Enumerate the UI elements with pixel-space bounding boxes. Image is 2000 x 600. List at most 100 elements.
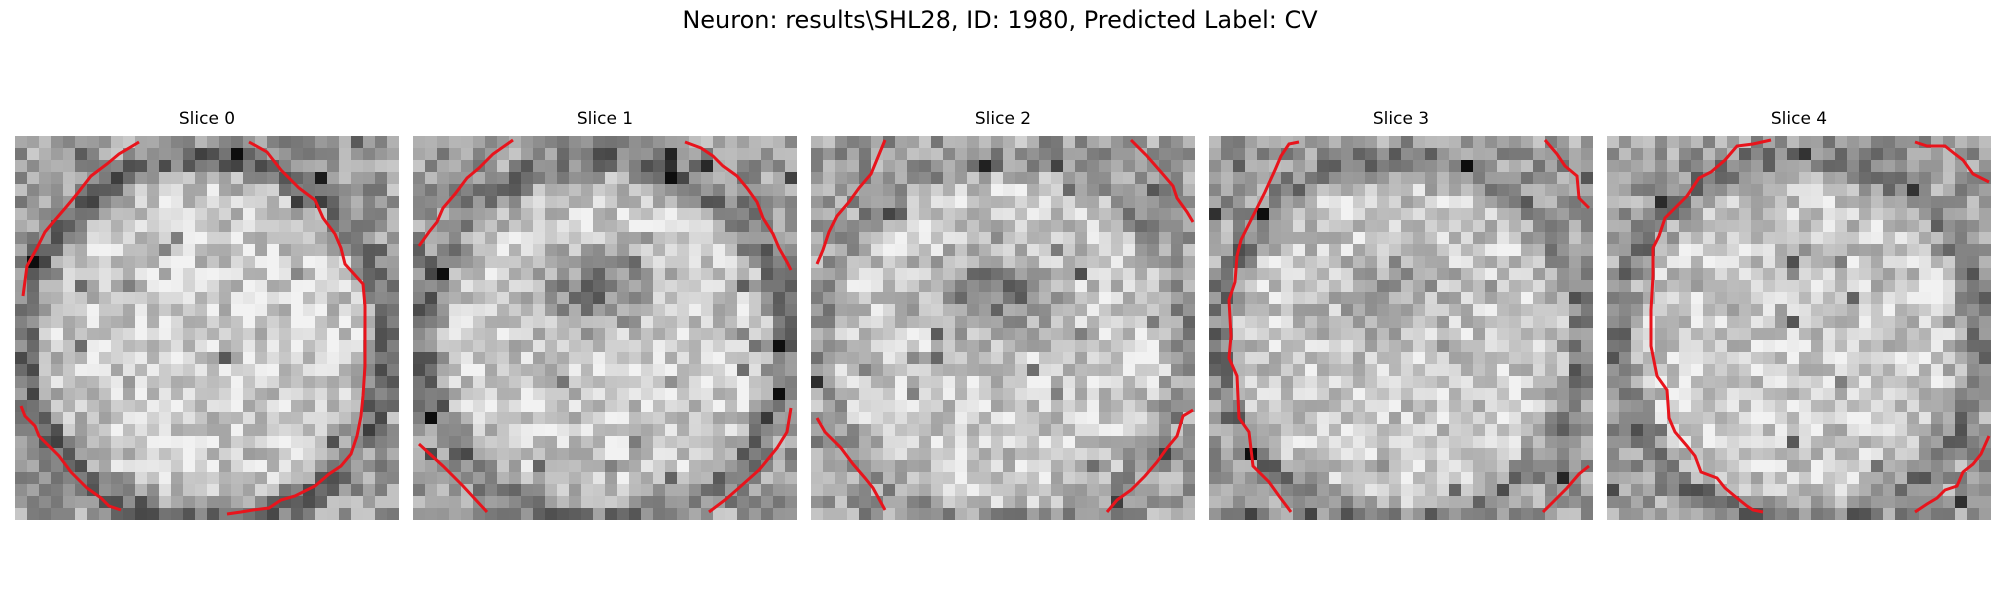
pixel — [737, 508, 750, 520]
pixel — [1581, 484, 1593, 497]
pixel — [1269, 496, 1282, 509]
pixel — [1509, 448, 1522, 461]
pixel — [895, 160, 908, 173]
pixel — [1679, 160, 1692, 173]
pixel — [1135, 484, 1148, 497]
pixel — [159, 472, 172, 485]
pixel — [979, 376, 992, 389]
pixel — [1473, 292, 1486, 305]
pixel — [339, 340, 352, 353]
pixel — [461, 412, 474, 425]
pixel — [979, 460, 992, 473]
pixel — [931, 148, 944, 161]
pixel — [1679, 268, 1692, 281]
pixel — [1691, 328, 1704, 341]
pixel — [1473, 412, 1486, 425]
pixel — [653, 424, 666, 437]
pixel — [267, 244, 280, 257]
pixel — [641, 496, 654, 509]
pixel — [533, 376, 546, 389]
pixel — [991, 292, 1004, 305]
pixel — [1715, 172, 1728, 185]
pixel — [1727, 172, 1740, 185]
pixel — [1497, 292, 1510, 305]
pixel — [1847, 400, 1860, 413]
pixel — [1943, 268, 1956, 281]
pixel — [1425, 136, 1438, 149]
pixel — [219, 232, 232, 245]
pixel — [437, 388, 450, 401]
pixel — [1967, 448, 1980, 461]
pixel — [871, 220, 884, 233]
pixel — [425, 496, 438, 509]
pixel — [713, 400, 726, 413]
pixel — [1871, 364, 1884, 377]
pixel — [991, 232, 1004, 245]
pixel — [51, 484, 64, 497]
pixel — [1329, 460, 1342, 473]
pixel — [1619, 244, 1632, 257]
pixel — [1655, 184, 1668, 197]
pixel — [1655, 364, 1668, 377]
pixel — [303, 424, 316, 437]
pixel — [1329, 160, 1342, 173]
pixel — [1631, 340, 1644, 353]
pixel — [773, 352, 786, 365]
pixel — [425, 352, 438, 365]
pixel — [1051, 268, 1064, 281]
pixel — [1183, 316, 1195, 329]
pixel — [1931, 280, 1944, 293]
pixel — [1341, 280, 1354, 293]
pixel — [1245, 388, 1258, 401]
pixel — [919, 352, 932, 365]
pixel — [1787, 304, 1800, 317]
pixel — [871, 196, 884, 209]
pixel — [1931, 292, 1944, 305]
pixel — [871, 280, 884, 293]
pixel — [425, 376, 438, 389]
pixel — [1569, 364, 1582, 377]
pixel — [1413, 160, 1426, 173]
pixel — [1401, 352, 1414, 365]
pixel — [737, 448, 750, 461]
pixel — [375, 280, 388, 293]
pixel — [1655, 352, 1668, 365]
pixel — [785, 136, 797, 149]
pixel — [823, 388, 836, 401]
pixel — [1871, 232, 1884, 245]
pixel — [1497, 172, 1510, 185]
pixel — [1039, 184, 1052, 197]
pixel — [219, 364, 232, 377]
pixel — [1907, 436, 1920, 449]
pixel — [1209, 352, 1222, 365]
pixel — [1895, 280, 1908, 293]
pixel — [895, 484, 908, 497]
pixel — [811, 400, 824, 413]
pixel — [1389, 460, 1402, 473]
pixel — [123, 232, 136, 245]
pixel — [1739, 376, 1752, 389]
pixel — [63, 304, 76, 317]
pixel — [1147, 472, 1160, 485]
pixel — [1329, 340, 1342, 353]
pixel — [725, 244, 738, 257]
pixel — [871, 352, 884, 365]
pixel — [713, 460, 726, 473]
pixel — [1269, 436, 1282, 449]
pixel — [1581, 172, 1593, 185]
pixel — [1365, 220, 1378, 233]
pixel — [979, 136, 992, 149]
pixel — [1569, 508, 1582, 520]
pixel — [1811, 292, 1824, 305]
pixel — [701, 220, 714, 233]
pixel — [1787, 220, 1800, 233]
pixel — [1269, 148, 1282, 161]
pixel — [859, 160, 872, 173]
pixel — [835, 160, 848, 173]
pixel — [1111, 364, 1124, 377]
pixel — [1473, 424, 1486, 437]
pixel — [1401, 388, 1414, 401]
pixel — [871, 424, 884, 437]
pixel — [773, 292, 786, 305]
pixel — [1763, 376, 1776, 389]
